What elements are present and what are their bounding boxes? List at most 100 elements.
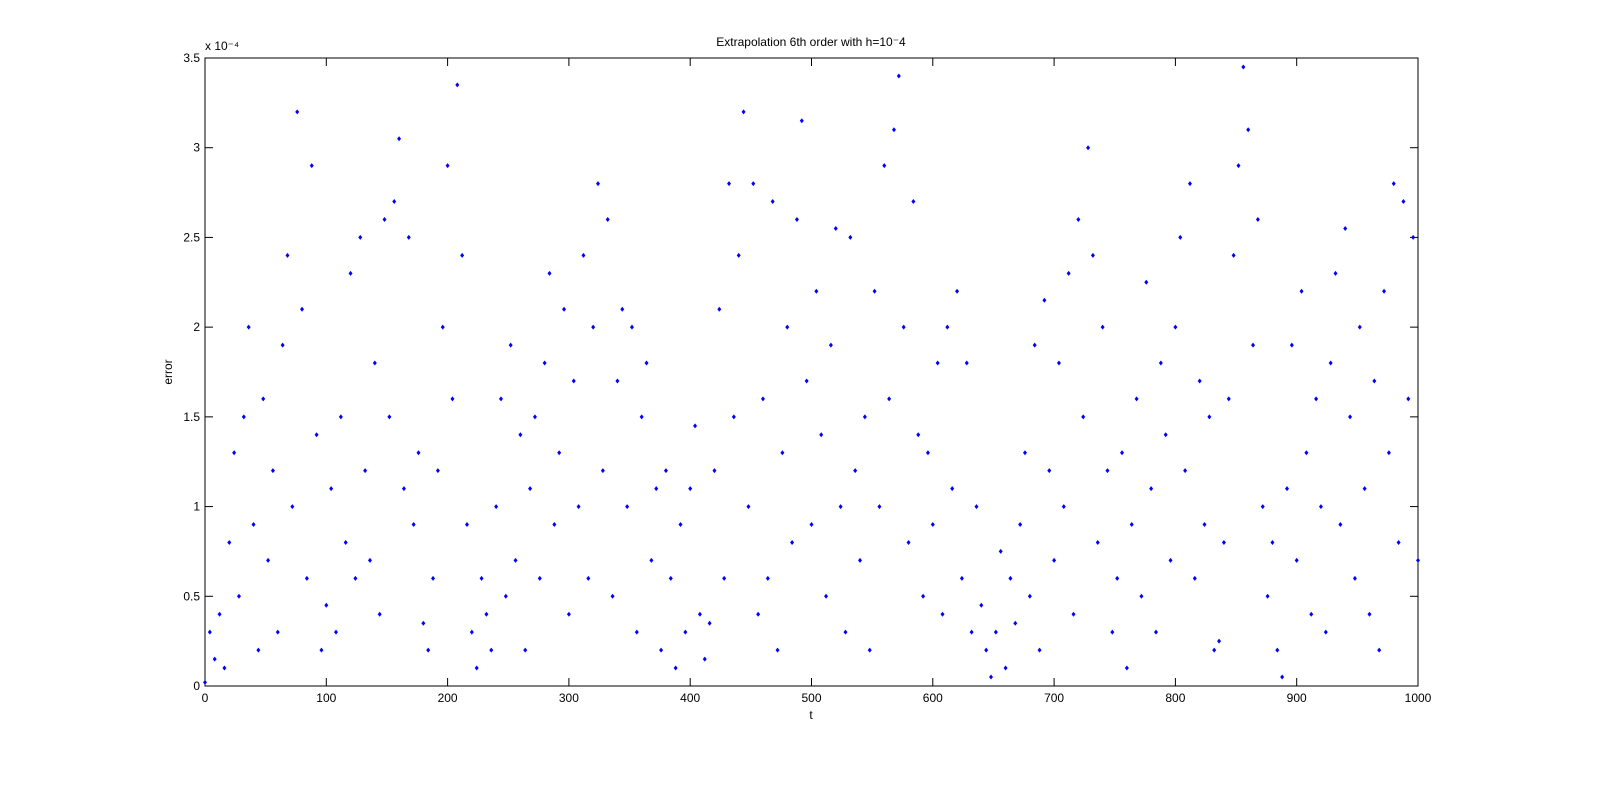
data-point [654, 486, 659, 492]
data-point [683, 629, 688, 635]
data-point [891, 127, 896, 133]
data-point [1367, 611, 1372, 617]
data-point [644, 360, 649, 366]
data-point [411, 522, 416, 528]
data-point [290, 504, 295, 510]
data-point [566, 611, 571, 617]
data-point [518, 432, 523, 438]
y-axis-label: error [161, 359, 175, 384]
data-point [1178, 234, 1183, 240]
x-axis-label: t [809, 708, 813, 722]
data-point [1352, 575, 1357, 581]
y-tick-label: 3.5 [183, 51, 200, 65]
data-point [498, 396, 503, 402]
y-exponent-label: x 10⁻⁴ [205, 39, 239, 53]
data-point [989, 674, 994, 680]
data-point [1221, 539, 1226, 545]
data-point [547, 270, 552, 276]
data-point [780, 450, 785, 456]
data-point [1042, 297, 1047, 303]
data-point [964, 360, 969, 366]
data-point [455, 82, 460, 88]
data-point [1411, 234, 1416, 240]
data-point [1304, 450, 1309, 456]
x-tick-label: 1000 [1405, 691, 1432, 705]
data-point [426, 647, 431, 653]
data-point [1275, 647, 1280, 653]
data-point [1270, 539, 1275, 545]
data-point [1333, 270, 1338, 276]
data-point [727, 181, 732, 187]
data-point [1052, 557, 1057, 563]
data-point [343, 539, 348, 545]
data-point [707, 620, 712, 626]
data-point [489, 647, 494, 653]
data-point [848, 234, 853, 240]
data-point [906, 539, 911, 545]
data-point [858, 557, 863, 563]
data-point [916, 432, 921, 438]
data-point [416, 450, 421, 456]
data-point [610, 593, 615, 599]
data-point [1124, 665, 1129, 671]
data-point [586, 575, 591, 581]
data-point [557, 450, 562, 456]
data-point [537, 575, 542, 581]
data-point [1071, 611, 1076, 617]
data-point [1090, 252, 1095, 258]
data-point [397, 136, 402, 142]
data-point [930, 522, 935, 528]
data-point [334, 629, 339, 635]
data-point [629, 324, 634, 330]
data-point [445, 163, 450, 169]
data-point [474, 665, 479, 671]
data-point [620, 306, 625, 312]
data-point [979, 602, 984, 608]
data-point [1192, 575, 1197, 581]
data-point [950, 486, 955, 492]
data-point [940, 611, 945, 617]
axes-box [204, 57, 1419, 687]
data-point [207, 629, 212, 635]
data-point [702, 656, 707, 662]
data-point [1328, 360, 1333, 366]
data-point [1100, 324, 1105, 330]
data-point [993, 629, 998, 635]
data-point [663, 468, 668, 474]
data-point [1251, 342, 1256, 348]
data-point [246, 324, 251, 330]
data-point [280, 342, 285, 348]
data-point [756, 611, 761, 617]
y-tick-label: 2.5 [183, 230, 200, 244]
data-point [697, 611, 702, 617]
data-point [382, 216, 387, 222]
data-point [1022, 450, 1027, 456]
data-point [479, 575, 484, 581]
data-point [819, 432, 824, 438]
data-point [1309, 611, 1314, 617]
data-point [668, 575, 673, 581]
data-point [1018, 522, 1023, 528]
data-point [984, 647, 989, 653]
data-point [935, 360, 940, 366]
data-point [251, 522, 256, 528]
data-point [309, 163, 314, 169]
data-point [809, 522, 814, 528]
data-point [1202, 522, 1207, 528]
data-point [513, 557, 518, 563]
data-point [1173, 324, 1178, 330]
data-point [833, 225, 838, 231]
data-point [1318, 504, 1323, 510]
data-point [853, 468, 858, 474]
y-tick-label: 1.5 [183, 410, 200, 424]
data-point [1013, 620, 1018, 626]
data-point [571, 378, 576, 384]
data-point [828, 342, 833, 348]
data-point [1246, 127, 1251, 133]
data-point [484, 611, 489, 617]
data-point [236, 593, 241, 599]
data-point [1236, 163, 1241, 169]
data-point [1241, 64, 1246, 70]
x-tick-label: 200 [438, 691, 458, 705]
data-point [625, 504, 630, 510]
